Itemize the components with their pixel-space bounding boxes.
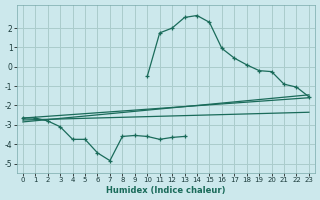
X-axis label: Humidex (Indice chaleur): Humidex (Indice chaleur) xyxy=(106,186,226,195)
